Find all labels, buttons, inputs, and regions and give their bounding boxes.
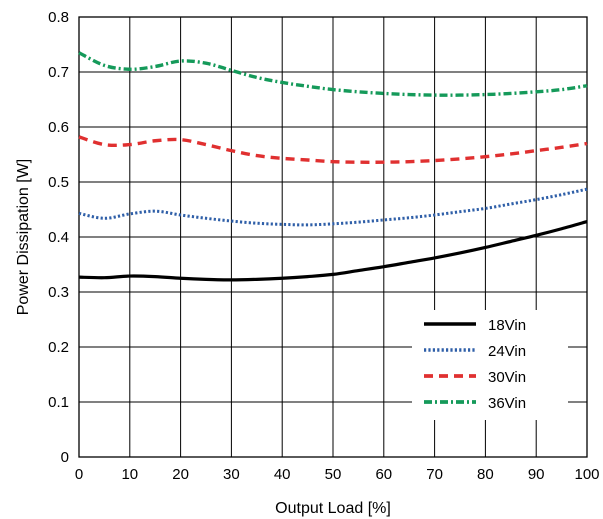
- y-axis-title: Power Dissipation [W]: [15, 159, 32, 316]
- x-tick-label: 20: [172, 466, 189, 483]
- legend-label: 30Vin: [488, 369, 526, 386]
- tick-labels: 0 10 20 30 40 50 60 70 80 90 100 0 0.1 0.2 0.3 0.4 0.5 0.…: [48, 9, 599, 483]
- y-tick-label: 0: [61, 449, 69, 466]
- legend-label: 24Vin: [488, 343, 526, 360]
- series-line-30vin: [78, 135, 588, 164]
- series-layer: [78, 51, 588, 282]
- legend-label: 18Vin: [488, 317, 526, 334]
- x-axis-title: Output Load [%]: [275, 500, 391, 517]
- series-line-18vin: [78, 220, 588, 282]
- y-tick-label: 0.7: [48, 64, 69, 81]
- y-tick-label: 0.2: [48, 339, 69, 356]
- x-tick-label: 90: [528, 466, 545, 483]
- x-tick-label: 50: [325, 466, 342, 483]
- series-line-24vin: [78, 187, 588, 227]
- x-tick-label: 80: [477, 466, 494, 483]
- legend-label: 36Vin: [488, 395, 526, 412]
- x-tick-label: 70: [426, 466, 443, 483]
- legend-background: [412, 310, 568, 420]
- y-tick-label: 0.1: [48, 394, 69, 411]
- series-line-36vin: [78, 51, 588, 97]
- x-tick-label: 0: [75, 466, 83, 483]
- x-tick-label: 30: [223, 466, 240, 483]
- x-tick-label: 10: [121, 466, 138, 483]
- x-tick-label: 100: [574, 466, 599, 483]
- x-tick-label: 60: [375, 466, 392, 483]
- y-tick-label: 0.8: [48, 9, 69, 26]
- y-tick-label: 0.3: [48, 284, 69, 301]
- y-tick-label: 0.5: [48, 174, 69, 191]
- y-tick-label: 0.6: [48, 119, 69, 136]
- chart-legend: 18Vin 24Vin 30Vin 36Vin: [412, 310, 568, 420]
- y-tick-label: 0.4: [48, 229, 69, 246]
- x-tick-label: 40: [274, 466, 291, 483]
- plot-frame: [78, 16, 588, 458]
